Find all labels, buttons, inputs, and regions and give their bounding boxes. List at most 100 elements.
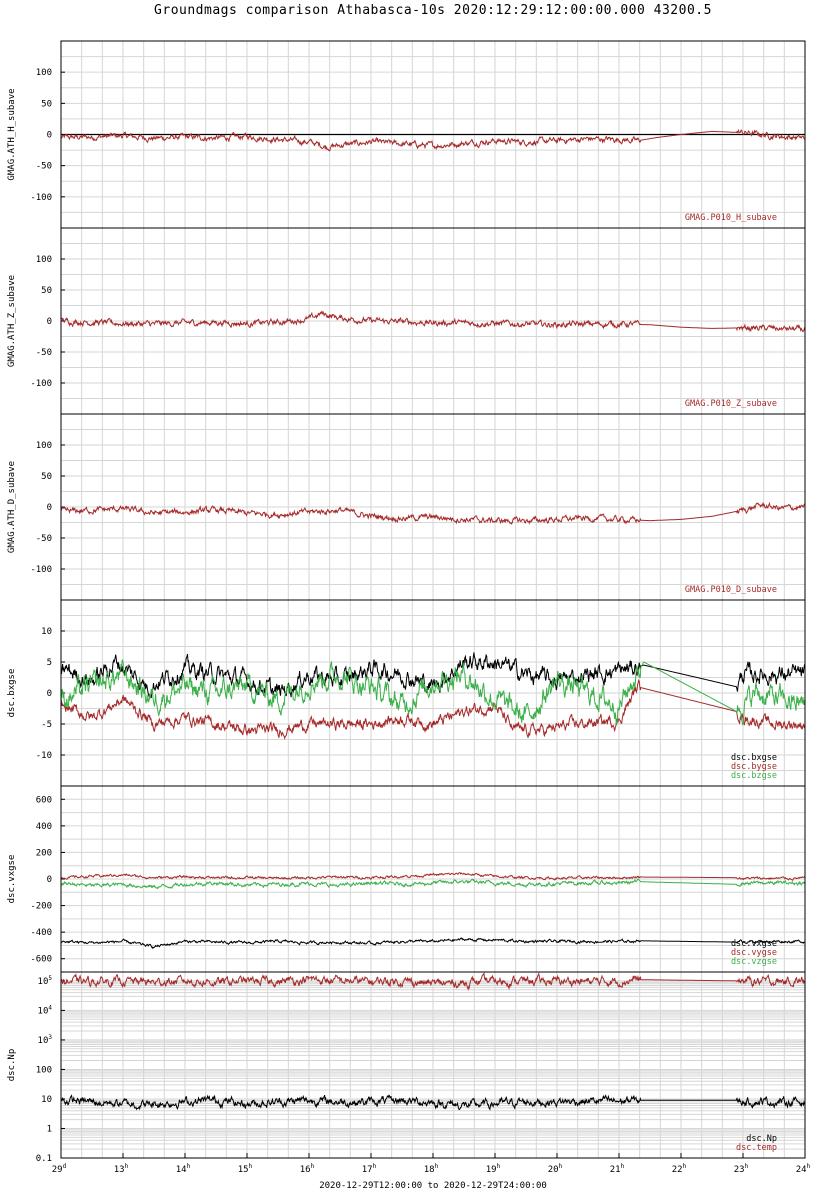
x-tick-label: 23h: [734, 1163, 749, 1175]
y-tick-label: 200: [36, 848, 52, 858]
y-tick-label: 100: [36, 68, 52, 78]
series-line: [61, 678, 805, 740]
y-tick-label: 50: [41, 472, 52, 482]
y-tick-label: 400: [36, 822, 52, 832]
y-axis-label: dsc.bxgse: [7, 669, 17, 718]
y-tick-label: 50: [41, 286, 52, 296]
series-line: [61, 501, 805, 526]
legend-entry: GMAG.P010_H_subave: [685, 213, 777, 223]
y-tick-label: 0: [47, 131, 52, 141]
x-tick-suffix: h: [373, 1163, 377, 1170]
y-tick-label: -50: [36, 348, 52, 358]
y-tick-label: 0: [47, 503, 52, 513]
x-tick-suffix: h: [807, 1163, 811, 1170]
x-tick-suffix: h: [497, 1163, 501, 1170]
y-tick-label: -100: [30, 193, 52, 203]
panel-2: 100 50 0 -50 -100 GMAG.ATH_Z_subave GMAG.P010_…: [7, 227, 806, 415]
legend-entry: dsc.vzgse: [731, 957, 777, 967]
x-tick-label: 17h: [362, 1163, 377, 1175]
series-line: [61, 128, 805, 152]
y-tick-label: 0: [47, 317, 52, 327]
legend-entry: dsc.bxgse: [731, 753, 777, 763]
x-tick-label: 19h: [486, 1163, 501, 1175]
y-tick-label: -10: [36, 751, 52, 761]
y-tick-label: 5: [47, 658, 52, 668]
x-tick-suffix: h: [249, 1163, 253, 1170]
legend-entry: dsc.temp: [736, 1143, 777, 1153]
series-line: [61, 937, 805, 950]
y-axis-label: GMAG.ATH_Z_subave: [7, 275, 17, 367]
y-tick-label: 10: [41, 627, 52, 637]
series-line: [61, 652, 805, 699]
chart-title: Groundmags comparison Athabasca-10s 2020…: [154, 3, 712, 18]
x-tick-label: 22h: [672, 1163, 687, 1175]
series-line: [61, 872, 805, 881]
y-tick-label: 0: [47, 875, 52, 885]
y-axis-label: GMAG.ATH_D_subave: [7, 461, 17, 553]
x-tick-suffix: h: [745, 1163, 749, 1170]
y-tick-label: 100: [36, 255, 52, 265]
x-tick-label: 13h: [114, 1163, 129, 1175]
y-tick-label: 100: [36, 441, 52, 451]
y-tick-label: -50: [36, 534, 52, 544]
y-tick-label: 50: [41, 99, 52, 109]
series-line: [61, 972, 805, 991]
series-line: [61, 659, 805, 726]
y-tick-label: 100: [36, 1065, 52, 1075]
series-line: [61, 877, 805, 890]
y-tick-label: 105: [38, 975, 53, 987]
y-tick-label: 104: [38, 1004, 53, 1016]
legend-entry: dsc.bzgse: [731, 771, 777, 781]
x-tick-label: 15h: [238, 1163, 253, 1175]
legend-entry: dsc.vxgse: [731, 939, 777, 949]
x-tick-label: 16h: [300, 1163, 315, 1175]
y-tick-label: 103: [38, 1034, 53, 1046]
x-tick-label: 21h: [610, 1163, 625, 1175]
y-axis-label: dsc.Np: [7, 1049, 17, 1082]
panel-1: 100 50 0 -50 -100 GMAG.ATH_H_subave GMAG.P010_…: [7, 40, 806, 229]
x-tick-label: 14h: [176, 1163, 191, 1175]
y-axis-label: dsc.vxgse: [7, 855, 17, 904]
legend-entry: dsc.vygse: [731, 948, 777, 958]
panel-5: 600 400 200 0 -200 -400 -600 dsc.vxgse dsc.vzgse…: [7, 785, 806, 973]
legend-entry: GMAG.P010_D_subave: [685, 585, 777, 595]
x-tick-label: 29d: [52, 1163, 67, 1175]
x-tick-label: 24h: [796, 1163, 811, 1175]
y-tick-exponent: 4: [48, 1004, 52, 1011]
y-tick-label: -5: [41, 720, 52, 730]
series-line: [61, 1094, 805, 1111]
y-tick-label: 0: [47, 689, 52, 699]
y-axis-label: GMAG.ATH_H_subave: [7, 88, 17, 180]
y-tick-label: -50: [36, 162, 52, 172]
x-tick-suffix: h: [125, 1163, 129, 1170]
y-tick-label: -200: [30, 902, 52, 912]
legend-entry: dsc.Np: [746, 1134, 777, 1144]
y-tick-label: -100: [30, 565, 52, 575]
y-tick-exponent: 5: [48, 975, 52, 982]
time-range-label: 2020-12-29T12:00:00 to 2020-12-29T24:00:…: [319, 1181, 547, 1191]
legend-entry: dsc.bygse: [731, 762, 777, 772]
series-line: [61, 310, 805, 333]
y-tick-label: -400: [30, 928, 52, 938]
y-tick-label: 1: [47, 1124, 52, 1134]
y-tick-label: 10: [41, 1095, 52, 1105]
x-tick-suffix: d: [63, 1163, 67, 1170]
x-tick-suffix: h: [559, 1163, 563, 1170]
panel-3: 100 50 0 -50 -100 GMAG.ATH_D_subave GMAG.P010_…: [7, 413, 806, 601]
y-tick-label: -600: [30, 955, 52, 965]
x-tick-suffix: h: [683, 1163, 687, 1170]
y-tick-exponent: 3: [48, 1034, 52, 1041]
y-tick-label: 600: [36, 795, 52, 805]
y-tick-label: 0.1: [36, 1154, 52, 1164]
x-tick-label: 20h: [548, 1163, 563, 1175]
panel-4: 1050-5-10dsc.bxgsedsc.bzgsedsc.bygsedsc.…: [7, 599, 806, 787]
x-tick-suffix: h: [621, 1163, 625, 1170]
y-tick-label: -100: [30, 379, 52, 389]
x-tick-suffix: h: [311, 1163, 315, 1170]
x-tick-suffix: h: [187, 1163, 191, 1170]
x-tick-suffix: h: [435, 1163, 439, 1170]
legend-entry: GMAG.P010_Z_subave: [685, 399, 777, 409]
x-tick-label: 18h: [424, 1163, 439, 1175]
